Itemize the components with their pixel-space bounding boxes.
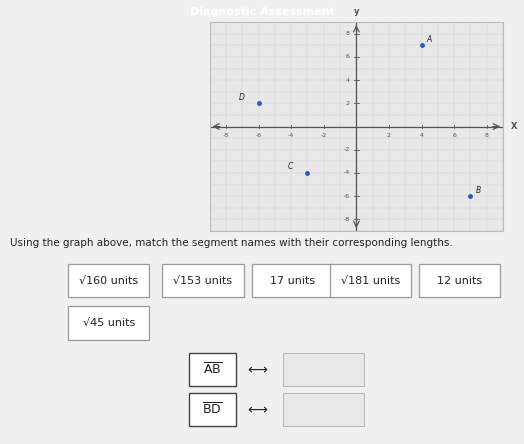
- Text: √153 units: √153 units: [173, 276, 233, 286]
- Text: A: A: [427, 35, 432, 44]
- Text: √45 units: √45 units: [83, 318, 135, 328]
- Text: 4: 4: [420, 134, 423, 139]
- Text: 6: 6: [346, 55, 350, 59]
- Text: 8: 8: [485, 134, 489, 139]
- Text: 2: 2: [346, 101, 350, 106]
- Text: -6: -6: [344, 194, 350, 198]
- Text: 6: 6: [452, 134, 456, 139]
- Text: -4: -4: [344, 170, 350, 175]
- Text: -4: -4: [288, 134, 294, 139]
- Text: 8: 8: [346, 31, 350, 36]
- Text: √160 units: √160 units: [79, 276, 138, 286]
- Text: B: B: [475, 186, 481, 194]
- Text: Diagnostic Assessment: Diagnostic Assessment: [190, 7, 334, 17]
- Text: √181 units: √181 units: [341, 276, 400, 286]
- Text: Using the graph above, match the segment names with their corresponding lengths.: Using the graph above, match the segment…: [10, 238, 453, 248]
- Text: 12 units: 12 units: [437, 276, 483, 286]
- Text: -8: -8: [223, 134, 229, 139]
- Text: -6: -6: [255, 134, 261, 139]
- Text: y: y: [354, 8, 359, 16]
- Text: X: X: [511, 122, 518, 131]
- Text: $\overline{\mathrm{AB}}$: $\overline{\mathrm{AB}}$: [203, 362, 222, 377]
- Text: $\longleftrightarrow$: $\longleftrightarrow$: [245, 363, 269, 377]
- Text: -2: -2: [344, 147, 350, 152]
- Text: 4: 4: [346, 78, 350, 83]
- Text: -8: -8: [344, 217, 350, 222]
- Text: 2: 2: [387, 134, 391, 139]
- Text: C: C: [288, 163, 293, 171]
- Text: $\overline{\mathrm{BD}}$: $\overline{\mathrm{BD}}$: [202, 402, 222, 417]
- Text: -2: -2: [321, 134, 327, 139]
- Text: 17 units: 17 units: [269, 276, 315, 286]
- Text: $\longleftrightarrow$: $\longleftrightarrow$: [245, 403, 269, 416]
- Text: D: D: [239, 93, 245, 102]
